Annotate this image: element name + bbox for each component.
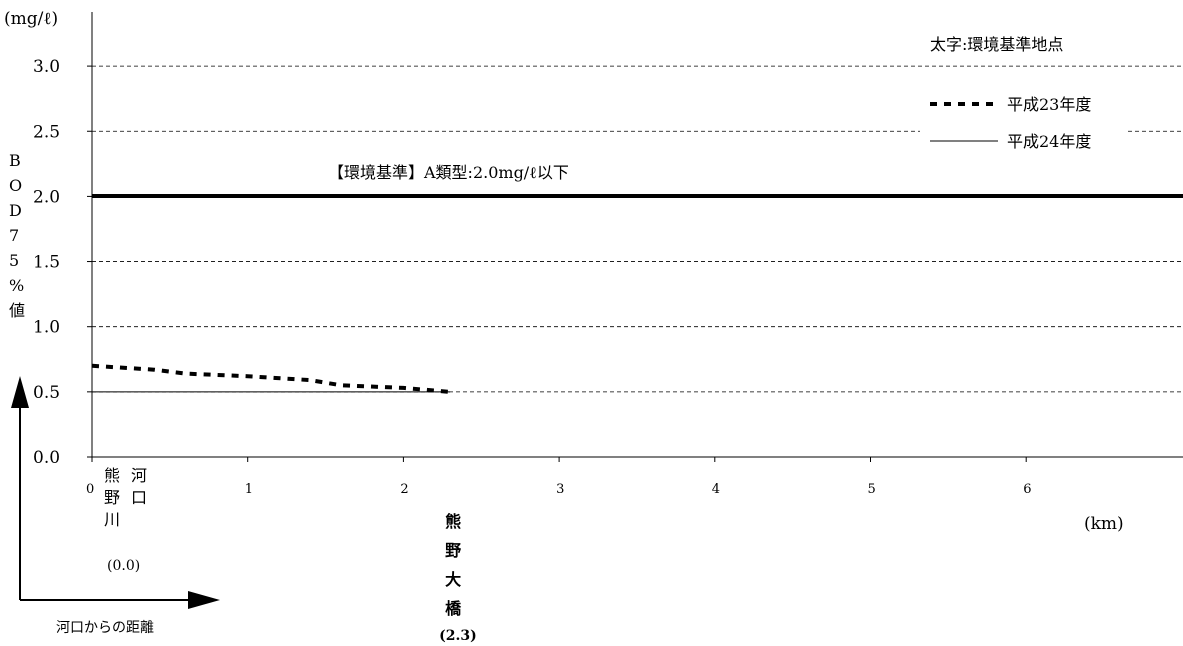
point-distance: (2.3) [439, 628, 477, 644]
x-tick-label: 4 [712, 482, 720, 497]
y-label-char: O [9, 176, 22, 195]
series-line-h23 [91, 363, 451, 394]
point-label-char: 橋 [445, 599, 462, 618]
x-tick-labels: 0 1 2 3 4 5 6 [86, 457, 1031, 497]
y-tick-label: 3.0 [33, 57, 60, 77]
legend-background [920, 84, 1126, 158]
axes [91, 12, 1183, 458]
point-label-char: 河 [131, 466, 147, 485]
unit-label: (mg/ℓ) [4, 9, 58, 29]
y-axis-label: BOD 7 5% 値 [9, 151, 25, 320]
y-tick-label: 0.5 [33, 383, 60, 403]
legend-label-h24: 平成24年度 [1007, 132, 1091, 151]
x-tick-label: 6 [1023, 482, 1031, 497]
point-label-char: 大 [445, 570, 461, 589]
legend-label-h23: 平成23年度 [1007, 95, 1091, 114]
standard-label: 【環境基準】A類型:2.0mg/ℓ以下 [328, 163, 569, 182]
x-tick-label: 2 [400, 482, 408, 497]
arrow-label: 河口からの距離 [56, 619, 154, 636]
point-label-char: 熊 [445, 512, 461, 531]
x-unit-label: (km) [1084, 514, 1124, 534]
y-label-char: % [9, 276, 24, 295]
y-tick-label: 2.0 [33, 187, 60, 207]
y-tick-label: 0.0 [33, 448, 60, 468]
x-tick-label: 5 [868, 482, 876, 497]
y-label-char: B [9, 151, 21, 170]
x-tick-label: 1 [245, 482, 253, 497]
y-tick-label: 1.0 [33, 318, 60, 338]
point-label-char: 川 [104, 510, 120, 529]
direction-arrows: 河口からの距離 [11, 376, 220, 636]
point-distance: (0.0) [107, 558, 140, 574]
y-label-char: 値 [9, 301, 25, 320]
y-label-char: D [9, 201, 22, 220]
y-label-char: 7 [9, 226, 19, 245]
x-tick-label: 3 [556, 482, 564, 497]
point-label-char: 口 [131, 488, 147, 507]
up-arrow-head [11, 376, 29, 408]
y-tick-labels: 0.0 0.5 1.0 1.5 2.0 2.5 3.0 [33, 57, 92, 468]
legend-note: 太字:環境基準地点 [930, 35, 1063, 54]
legend: 太字:環境基準地点 平成23年度 平成24年度 [930, 35, 1091, 151]
x-tick-label: 0 [86, 482, 94, 497]
standard-group: 【環境基準】A類型:2.0mg/ℓ以下 [92, 163, 1183, 198]
point-label-char: 熊 [104, 466, 120, 485]
point-label-char: 野 [445, 541, 461, 560]
y-tick-label: 2.5 [33, 122, 60, 142]
gridlines [92, 65, 1183, 393]
point-label-char: 野 [104, 488, 120, 507]
series-group [91, 363, 451, 394]
right-arrow-head [188, 591, 220, 609]
y-tick-label: 1.5 [33, 253, 60, 273]
y-label-char: 5 [9, 251, 19, 270]
